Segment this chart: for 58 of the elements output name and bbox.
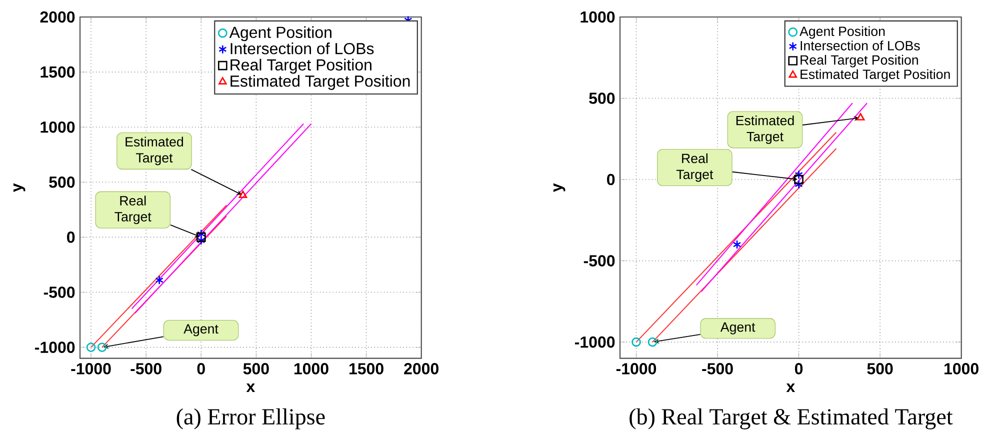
x-tick-label: 0 bbox=[794, 363, 803, 374]
y-tick-label: 2000 bbox=[40, 11, 75, 23]
x-tick-label: -1000 bbox=[71, 363, 111, 374]
legend-label: Agent Position bbox=[229, 26, 332, 42]
annotation: Real Target bbox=[114, 196, 152, 224]
point bbox=[856, 113, 865, 120]
point bbox=[794, 180, 803, 190]
y-tick-label: 1000 bbox=[40, 121, 75, 133]
x-tick-label: 1000 bbox=[294, 363, 328, 374]
y-axis-title: y bbox=[13, 183, 26, 192]
annotation: Estimated Target bbox=[126, 136, 184, 166]
x-tick-label: 1000 bbox=[944, 363, 978, 374]
point bbox=[97, 342, 107, 352]
y-tick-label: 1500 bbox=[40, 66, 75, 78]
point bbox=[155, 275, 164, 285]
point bbox=[732, 240, 742, 250]
legend-label: Intersection of LOBs bbox=[230, 42, 374, 54]
y-axis-title: y bbox=[553, 183, 566, 192]
y-tick-label: -500 bbox=[44, 286, 75, 298]
legend-label: Real Target Position bbox=[800, 54, 918, 68]
legend-label: Agent Position bbox=[800, 26, 885, 39]
y-tick-label: -1000 bbox=[575, 336, 615, 348]
x-tick-label: -1000 bbox=[616, 363, 656, 374]
annotation: Real Target bbox=[676, 153, 714, 182]
point bbox=[794, 170, 803, 180]
x-tick-label: 0 bbox=[197, 363, 205, 374]
point bbox=[632, 337, 641, 347]
point bbox=[648, 337, 658, 347]
y-tick-label: 0 bbox=[67, 232, 75, 243]
y-tick-label: 1000 bbox=[580, 11, 615, 23]
annotation: Estimated Target bbox=[736, 116, 794, 144]
point bbox=[196, 232, 206, 242]
point bbox=[196, 229, 206, 239]
legend-label: Real Target Position bbox=[230, 58, 372, 74]
point bbox=[86, 342, 96, 352]
annotation: Agent bbox=[184, 324, 218, 336]
y-tick-label: 0 bbox=[607, 174, 615, 186]
y-tick-label: -1000 bbox=[35, 342, 75, 353]
y-tick-label: 500 bbox=[49, 176, 75, 188]
legend-label: Estimated Target Position bbox=[230, 75, 410, 90]
x-axis-title: x bbox=[246, 384, 256, 392]
x-axis-title: x bbox=[786, 384, 795, 392]
text: (a) Error Ellipse bbox=[176, 408, 325, 430]
y-tick-label: -500 bbox=[584, 255, 615, 266]
annotation: Agent bbox=[720, 322, 756, 334]
legend-label: Intersection of LOBs bbox=[800, 40, 920, 50]
x-tick-label: 1500 bbox=[349, 363, 384, 374]
x-tick-label: -500 bbox=[130, 363, 162, 374]
point bbox=[238, 190, 248, 198]
legend-label: Estimated Target Position bbox=[800, 69, 950, 82]
x-tick-label: -500 bbox=[702, 363, 733, 374]
point bbox=[196, 236, 206, 246]
x-tick-label: 500 bbox=[867, 363, 893, 374]
point bbox=[794, 174, 804, 184]
text: (b) Real Target & Estimated Target bbox=[630, 408, 953, 430]
x-tick-label: 2000 bbox=[404, 363, 438, 374]
y-tick-label: 500 bbox=[589, 92, 615, 104]
x-tick-label: 500 bbox=[243, 363, 269, 374]
